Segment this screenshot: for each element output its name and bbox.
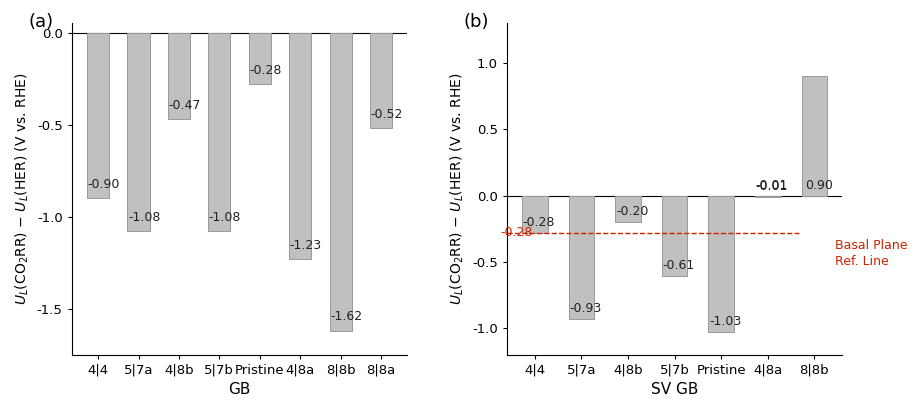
Bar <box>168 32 190 119</box>
Text: 0.90: 0.90 <box>805 179 833 192</box>
Text: -0.28: -0.28 <box>523 216 555 229</box>
X-axis label: SV GB: SV GB <box>651 382 698 397</box>
Bar <box>329 32 351 330</box>
Bar <box>249 32 271 84</box>
Text: -1.03: -1.03 <box>709 315 741 328</box>
X-axis label: GB: GB <box>229 382 251 397</box>
Bar <box>522 196 548 233</box>
Bar <box>615 196 641 222</box>
Y-axis label: $U_L$(CO$_2$RR) $-$ $U_L$(HER) (V vs. RHE): $U_L$(CO$_2$RR) $-$ $U_L$(HER) (V vs. RH… <box>449 73 467 305</box>
Text: -1.23: -1.23 <box>290 238 322 252</box>
Bar <box>801 76 827 196</box>
Text: -0.28: -0.28 <box>500 226 532 239</box>
Text: -1.08: -1.08 <box>209 211 242 224</box>
Text: -1.62: -1.62 <box>330 310 362 323</box>
Text: -1.08: -1.08 <box>128 211 160 224</box>
Bar <box>662 196 688 276</box>
Bar <box>370 32 392 128</box>
Text: -0.90: -0.90 <box>88 178 120 191</box>
Bar <box>87 32 109 198</box>
Bar <box>290 32 312 259</box>
Text: -0.47: -0.47 <box>169 99 201 112</box>
Text: -0.61: -0.61 <box>663 259 695 272</box>
Text: -0.93: -0.93 <box>570 302 602 315</box>
Bar <box>127 32 149 231</box>
Text: -0.52: -0.52 <box>371 108 403 121</box>
Text: Basal Plane
Ref. Line: Basal Plane Ref. Line <box>835 239 908 268</box>
Text: (a): (a) <box>28 14 53 32</box>
Y-axis label: $U_L$(CO$_2$RR) $-$ $U_L$(HER) (V vs. RHE): $U_L$(CO$_2$RR) $-$ $U_L$(HER) (V vs. RH… <box>14 73 31 305</box>
Text: -0.01: -0.01 <box>756 180 788 193</box>
Bar <box>708 196 734 332</box>
Text: -0.20: -0.20 <box>616 205 648 218</box>
Bar <box>755 196 781 197</box>
Bar <box>569 196 595 319</box>
Text: -0.28: -0.28 <box>249 64 281 77</box>
Text: (b): (b) <box>463 14 489 32</box>
Text: -0.01: -0.01 <box>756 179 788 192</box>
Bar <box>208 32 230 231</box>
